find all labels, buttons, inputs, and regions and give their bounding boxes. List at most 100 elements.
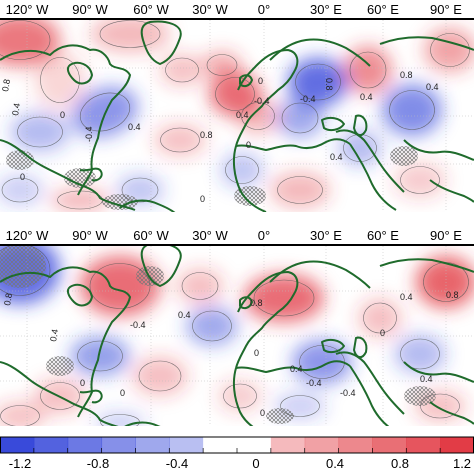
significance-hatching: [390, 146, 418, 166]
contour-label: 0.4: [400, 292, 413, 302]
colorbar-tick-label: -0.4: [165, 456, 189, 471]
colorbar-swatch: [270, 437, 306, 453]
coastline: [0, 44, 131, 196]
colorbar-scale: [0, 436, 474, 454]
positive-anomaly-region: [394, 162, 446, 198]
contour-line: [192, 310, 232, 342]
lon-label: 30° E: [310, 2, 342, 17]
contour-line: [280, 395, 320, 417]
colorbar-tick-label: 0.4: [325, 456, 345, 471]
coastline: [353, 114, 368, 136]
coastline: [140, 246, 182, 287]
lon-label: 0°: [257, 228, 271, 243]
contour-label: 0.8: [446, 290, 459, 300]
contour-label: 0.4: [420, 374, 433, 384]
coastline: [429, 179, 474, 203]
contour-label: 0.4: [236, 110, 249, 120]
negative-anomaly-region: [220, 152, 264, 188]
coastline: [349, 365, 390, 426]
positive-anomaly-region: [154, 124, 206, 156]
positive-anomaly-region: [50, 188, 110, 212]
negative-anomaly-region: [70, 336, 130, 376]
graticule: [0, 246, 474, 426]
lon-label: 60° W: [133, 2, 169, 17]
top-anomaly-map: 0.8 0.4 0 -0.4 0.4 0.8 0.4 0 -0.4 0.8 0.8 0.4 0 0 0 0.4…: [0, 20, 474, 212]
contour-label: 0.8: [324, 78, 334, 91]
contour-line: [0, 20, 51, 60]
lon-label: 90° E: [430, 2, 462, 17]
coastline: [235, 138, 351, 151]
significance-hatching: [6, 150, 34, 170]
colorbar-swatch: [372, 437, 407, 453]
coastline: [349, 143, 397, 211]
colorbar-tick-label: 1.2: [452, 456, 472, 471]
coastline: [379, 36, 474, 51]
negative-anomaly-region: [338, 130, 382, 166]
negative-anomaly-region: [186, 306, 238, 346]
contour-line: [349, 51, 387, 89]
contour-line: [89, 263, 151, 309]
contour-label: 0.8: [2, 292, 14, 306]
lon-label: 60° E: [367, 228, 399, 243]
colorbar-swatch: [33, 437, 69, 453]
contour-label: 0: [60, 110, 65, 120]
lon-label: 120° W: [5, 2, 49, 17]
significance-hatching: [46, 356, 74, 376]
contour-label: 0: [120, 388, 125, 398]
negative-anomaly-region: [10, 112, 70, 152]
negative-anomaly-region: [288, 58, 348, 106]
bottom-panel: 120° W 90° W 60° W 30° W 0° 30° E 60° E …: [0, 228, 474, 426]
contour-lines: [0, 246, 469, 426]
positive-anomaly-region: [80, 256, 160, 316]
colorbar-tick-label: 0: [252, 456, 260, 471]
contour-line: [160, 127, 200, 153]
coastline: [239, 74, 253, 88]
coastline: [0, 266, 131, 418]
coastline: [79, 167, 103, 182]
contour-line: [241, 102, 275, 130]
lon-label: 30° W: [192, 2, 228, 17]
positive-anomaly-region: [358, 298, 402, 338]
positive-anomaly-region: [132, 356, 188, 396]
top-panel: 120° W 90° W 60° W 30° W 0° 30° E 60° E …: [0, 0, 474, 212]
positive-anomaly-region: [0, 20, 60, 66]
contour-line: [295, 63, 341, 101]
contour-label: 0.8: [200, 130, 213, 140]
coastline: [353, 336, 368, 358]
significance-hatching: [404, 386, 436, 406]
lon-label: 30° W: [192, 228, 228, 243]
significance-hatching: [64, 168, 96, 188]
contour-line: [430, 33, 470, 67]
significance-hatching: [136, 266, 164, 286]
contour-line: [277, 176, 323, 204]
contour-label: 0: [258, 76, 263, 86]
colorbar-swatch: [203, 437, 238, 453]
colorbar-swatch: [406, 437, 441, 453]
positive-anomaly-region: [34, 50, 86, 110]
negative-anomaly-region: [394, 334, 446, 374]
positive-anomaly-region: [176, 268, 224, 304]
contour-label: 0.4: [330, 152, 343, 162]
contour-line: [400, 338, 440, 370]
contour-line: [363, 302, 397, 334]
positive-anomaly-region: [416, 256, 474, 308]
contour-label: 0: [20, 172, 25, 182]
contour-line: [181, 272, 219, 300]
positive-anomaly-region: [0, 402, 46, 426]
colorbar-tick-label: -1.2: [8, 456, 32, 471]
lon-label: 60° W: [133, 228, 169, 243]
positive-anomaly-region: [344, 46, 392, 94]
positive-anomaly-region: [270, 172, 330, 208]
contour-line: [253, 279, 315, 317]
coastline: [66, 61, 93, 85]
coastline: [335, 129, 405, 193]
positive-anomaly-region: [202, 51, 242, 79]
lon-label: 30° E: [310, 228, 342, 243]
contour-line: [99, 20, 161, 48]
contour-line: [121, 177, 159, 203]
coastline: [429, 401, 474, 425]
graticule: [0, 20, 474, 212]
contour-label: 0.8: [0, 78, 12, 92]
significance-hatching: [234, 186, 266, 206]
colorbar: -1.2 -0.8 -0.4 0 0.4 0.8 1.2: [0, 436, 474, 474]
